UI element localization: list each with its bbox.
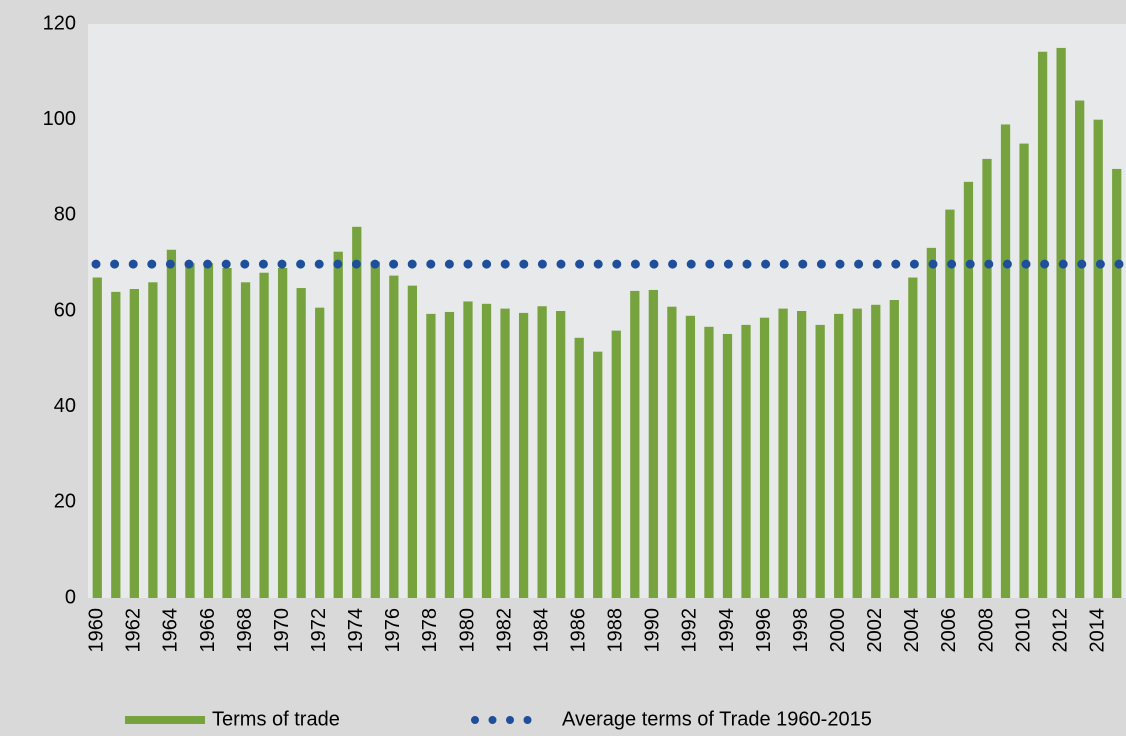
x-tick-label: 1968 xyxy=(234,608,256,653)
x-tick-label: 1972 xyxy=(308,608,330,653)
y-tick-label: 100 xyxy=(43,108,76,130)
bar xyxy=(240,282,251,598)
bar xyxy=(778,308,788,598)
x-tick-label: 2010 xyxy=(1012,608,1034,653)
bar xyxy=(630,290,640,598)
x-tick-label: 2004 xyxy=(901,608,923,653)
bar xyxy=(148,282,158,598)
bar xyxy=(593,351,603,598)
legend-swatch xyxy=(125,716,205,724)
bar xyxy=(166,249,177,599)
bar xyxy=(908,277,918,598)
x-tick-label: 1978 xyxy=(419,608,441,653)
bar xyxy=(277,267,288,598)
bar xyxy=(389,275,399,598)
legend-label: Average terms of Trade 1960-2015 xyxy=(562,708,872,730)
x-tick-label: 1984 xyxy=(530,608,552,653)
bar xyxy=(481,303,492,598)
bar xyxy=(556,311,566,598)
bar xyxy=(815,324,825,598)
bar xyxy=(185,263,195,598)
y-tick-label: 60 xyxy=(54,299,76,321)
bar xyxy=(426,313,436,598)
x-tick-label: 1974 xyxy=(345,608,367,653)
x-tick-label: 1996 xyxy=(753,608,775,653)
bar xyxy=(352,226,362,598)
x-tick-label: 1976 xyxy=(382,608,404,653)
bar xyxy=(518,312,529,598)
y-tick-label: 0 xyxy=(65,586,76,608)
x-tick-label: 1990 xyxy=(642,608,664,653)
bar xyxy=(574,337,584,598)
bar xyxy=(1000,124,1011,598)
bar xyxy=(1112,168,1122,598)
bar xyxy=(333,251,343,599)
bar xyxy=(259,272,269,598)
bar xyxy=(685,315,696,598)
x-tick-label: 1982 xyxy=(493,608,515,653)
x-tick-label: 1986 xyxy=(567,608,589,653)
x-tick-label: 2008 xyxy=(975,608,997,653)
bar xyxy=(1056,47,1066,598)
y-tick-label: 80 xyxy=(54,204,76,226)
bar xyxy=(463,301,473,598)
x-tick-label: 2012 xyxy=(1049,608,1071,653)
bar xyxy=(315,307,325,598)
bar xyxy=(296,288,306,598)
legend-label: Terms of trade xyxy=(212,708,340,730)
bar xyxy=(667,306,677,598)
y-tick-label: 40 xyxy=(54,395,76,417)
bar xyxy=(222,267,232,598)
bar xyxy=(759,317,770,598)
bar xyxy=(1037,51,1048,598)
bar xyxy=(704,326,714,598)
y-tick-label: 20 xyxy=(54,491,76,513)
x-tick-label: 1964 xyxy=(160,608,182,653)
bar xyxy=(537,306,547,598)
bar xyxy=(982,158,992,598)
x-tick-label: 1994 xyxy=(716,608,738,653)
bar xyxy=(648,289,658,598)
bar xyxy=(1093,119,1103,599)
bar xyxy=(370,261,380,598)
bar xyxy=(92,277,102,598)
bar xyxy=(1075,100,1085,599)
bar xyxy=(889,299,899,598)
x-tick-label: 1980 xyxy=(456,608,478,653)
bar xyxy=(945,209,955,599)
x-tick-label: 1992 xyxy=(679,608,701,653)
bar xyxy=(871,304,881,598)
bar xyxy=(611,330,621,598)
x-tick-label: 1962 xyxy=(123,608,145,653)
bar xyxy=(741,324,751,598)
x-tick-label: 2002 xyxy=(864,608,886,653)
bar xyxy=(500,308,510,598)
x-tick-label: 1960 xyxy=(86,608,108,653)
bar xyxy=(407,285,418,598)
x-tick-label: 1966 xyxy=(197,608,219,653)
x-tick-label: 2006 xyxy=(938,608,960,653)
bar xyxy=(963,181,974,598)
bar xyxy=(722,333,733,598)
bar xyxy=(796,311,807,598)
bar xyxy=(852,308,862,598)
x-tick-label: 2000 xyxy=(827,608,849,653)
bar xyxy=(926,247,937,599)
bar xyxy=(129,288,139,598)
bar xyxy=(1019,143,1029,599)
x-tick-label: 1988 xyxy=(605,608,627,653)
bar xyxy=(203,263,214,598)
bar xyxy=(444,311,455,598)
x-tick-label: 1970 xyxy=(271,608,293,653)
bar xyxy=(111,291,121,598)
bar xyxy=(834,313,844,598)
x-tick-label: 1998 xyxy=(790,608,812,653)
y-tick-label: 120 xyxy=(43,12,76,34)
x-tick-label: 2014 xyxy=(1086,608,1108,653)
